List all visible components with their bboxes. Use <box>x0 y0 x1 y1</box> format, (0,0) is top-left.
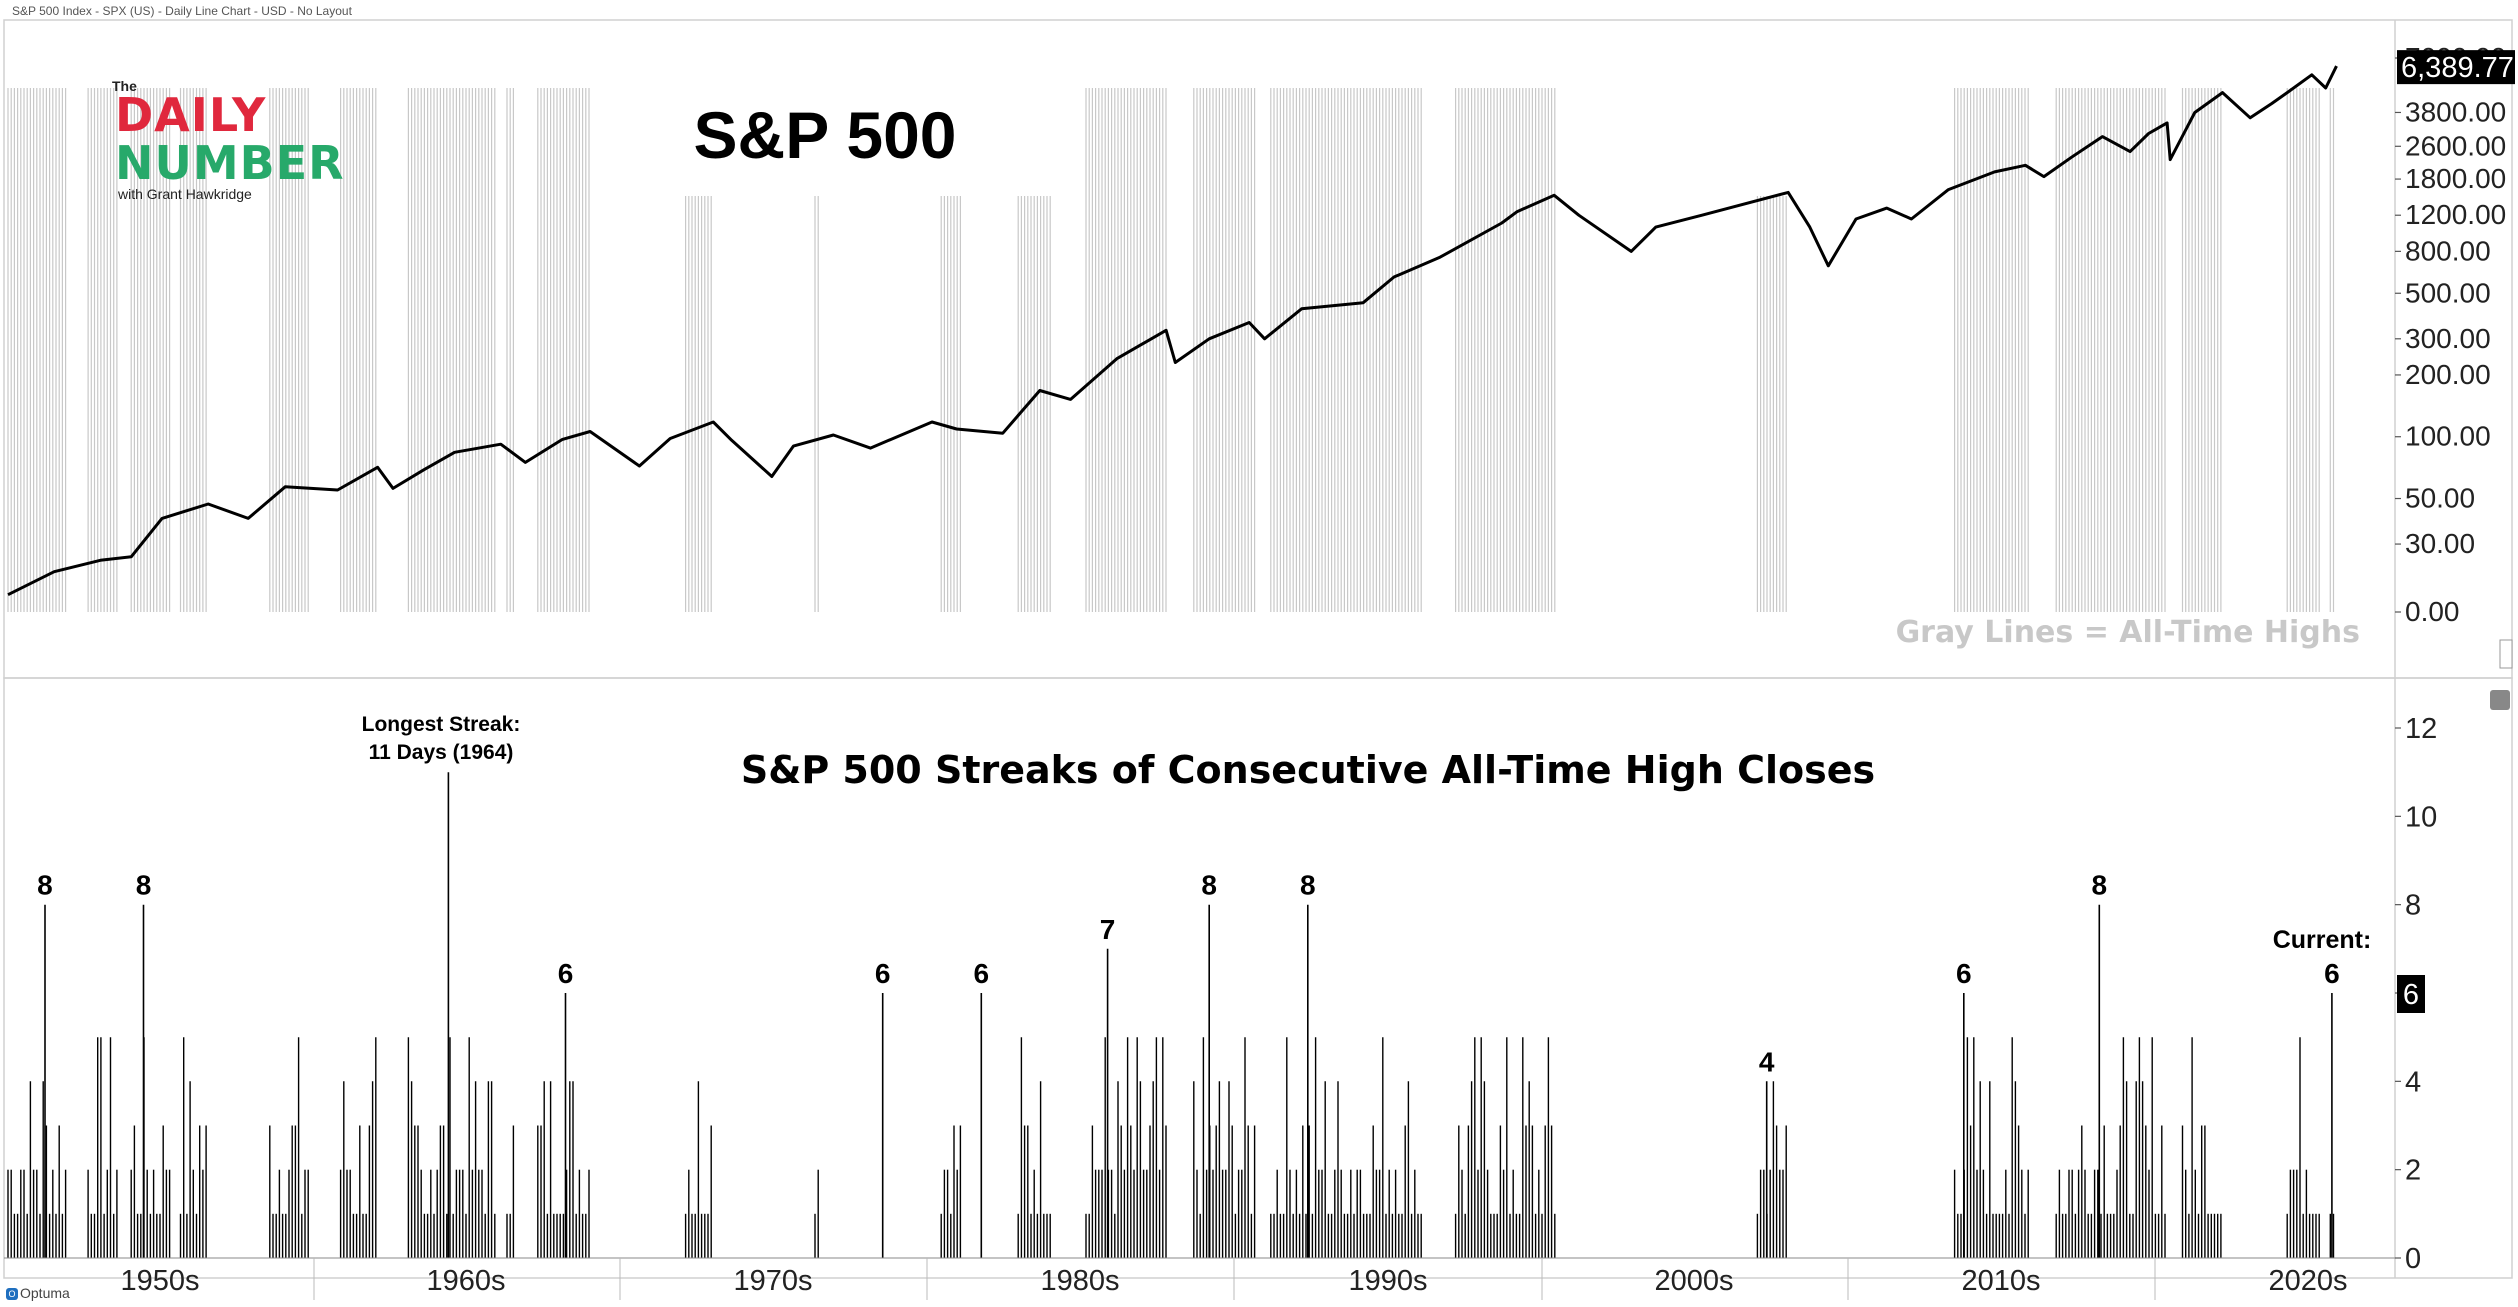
scroll-handle <box>2499 639 2513 669</box>
x-tick-label: 1970s <box>733 1265 812 1297</box>
y-tick-label: 2 <box>2405 1155 2421 1187</box>
logo-number: NUMBER <box>115 136 345 190</box>
streak-value-label: 8 <box>1300 870 1316 901</box>
y-tick-label: 800.00 <box>2405 235 2491 266</box>
y-tick-label: 100.00 <box>2405 421 2491 452</box>
streak-value-label: 8 <box>136 870 152 901</box>
y-tick-label: 50.00 <box>2405 483 2475 514</box>
last-value-label: 6,389.77 <box>2401 52 2514 84</box>
y-tick-label: 500.00 <box>2405 277 2491 308</box>
longest-streak-title: Longest Streak: <box>362 713 521 736</box>
optuma-watermark: O Optuma <box>6 1285 70 1301</box>
last-value-box <box>2397 50 2515 85</box>
lock-icon <box>2490 690 2510 710</box>
y-tick-label: 300.00 <box>2405 323 2491 354</box>
streak-value-label: 8 <box>37 870 53 901</box>
y-tick-label: 8 <box>2405 890 2421 922</box>
sp500-price-line <box>7 65 2338 597</box>
y-tick-label: 30.00 <box>2405 528 2475 559</box>
x-tick-label: 2010s <box>1961 1265 2040 1297</box>
chart-title: S&P 500 <box>694 98 957 172</box>
x-tick-label: 1950s <box>120 1265 199 1297</box>
bottom-panel-frame <box>3 677 2513 1279</box>
logo-the: The <box>112 78 137 94</box>
x-tick-label: 2000s <box>1654 1265 1733 1297</box>
x-tick-label: 2020s <box>2268 1265 2347 1297</box>
y-tick-label: 3800.00 <box>2405 96 2506 127</box>
longest-streak-sub: 11 Days (1964) <box>369 741 514 764</box>
optuma-label: Optuma <box>20 1285 70 1301</box>
current-label: Current: <box>2273 926 2372 954</box>
streaks-title: S&P 500 Streaks of Consecutive All-Time … <box>741 748 1875 792</box>
streak-value-label: 7 <box>1100 914 1116 945</box>
streak-value-label: 6 <box>2324 958 2340 989</box>
streak-value-label: 6 <box>1956 958 1972 989</box>
y-tick-label: 0 <box>2405 1243 2421 1275</box>
optuma-icon: O <box>6 1288 18 1301</box>
streak-value-label: 6 <box>973 958 989 989</box>
streak-value-label: 6 <box>875 958 891 989</box>
y-tick-label: 4 <box>2405 1066 2421 1098</box>
current-value-box <box>2397 975 2425 1013</box>
chart-header: S&P 500 Index - SPX (US) - Daily Line Ch… <box>12 4 352 18</box>
y-tick-label: 0.00 <box>2405 596 2460 627</box>
y-tick-label: 12 <box>2405 713 2437 745</box>
y-tick-label: 10 <box>2405 801 2437 833</box>
x-tick-label: 1990s <box>1348 1265 1427 1297</box>
all-time-highs-note: Gray Lines = All-Time Highs <box>1896 615 2360 650</box>
y-tick-label: 1200.00 <box>2405 199 2506 230</box>
y-tick-label: 1800.00 <box>2405 163 2506 194</box>
y-tick-label: 2600.00 <box>2405 130 2506 161</box>
logo-daily: DAILY <box>115 88 267 142</box>
x-tick-label: 1980s <box>1040 1265 1119 1297</box>
current-value-label: 6 <box>2403 979 2419 1011</box>
y-tick-label: 200.00 <box>2405 359 2491 390</box>
streak-value-label: 8 <box>1201 870 1217 901</box>
streak-value-label: 4 <box>1759 1046 1775 1077</box>
streak-value-label: 8 <box>2092 870 2108 901</box>
x-tick-label: 1960s <box>426 1265 505 1297</box>
streak-value-label: 6 <box>558 958 574 989</box>
logo-with: with Grant Hawkridge <box>118 186 252 202</box>
